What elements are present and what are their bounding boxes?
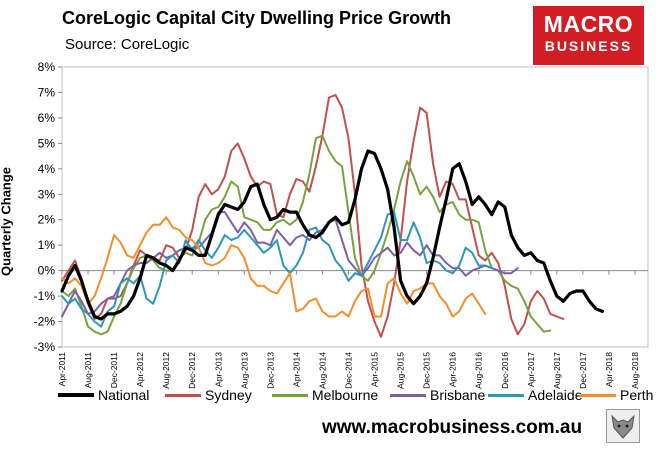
chart-subtitle: Source: CoreLogic [65, 36, 190, 53]
legend-item-sydney: Sydney [165, 387, 252, 403]
series-line-brisbane [61, 211, 519, 318]
legend-swatch-sydney [165, 393, 201, 397]
x-tick-label: Dec-2015 [422, 352, 432, 389]
x-tick-label: Apr-2012 [135, 352, 145, 387]
legend-label-national: National [98, 387, 150, 403]
series-line-adelaide [61, 211, 493, 328]
y-tick-label: 6% [38, 111, 56, 125]
series-line-national [60, 149, 604, 321]
x-tick-label: Dec-2014 [343, 352, 353, 389]
y-tick-label: -2% [34, 315, 56, 329]
x-tick-label: Dec-2012 [187, 352, 197, 389]
y-tick-label: -1% [34, 289, 56, 303]
x-tick-label: Dec-2017 [578, 352, 588, 389]
legend-swatch-perth [580, 393, 616, 397]
y-tick-label: 3% [38, 187, 56, 201]
y-tick-label: 4% [38, 162, 56, 176]
x-tick-label: Aug-2013 [239, 352, 249, 389]
legend-item-brisbane: Brisbane [390, 387, 485, 403]
legend-item-adelaide: Adelaide [488, 387, 583, 403]
series-line-melbourne [61, 134, 552, 336]
y-tick-label: 1% [38, 238, 56, 252]
legend-label-melbourne: Melbourne [312, 387, 379, 403]
legend-item-national: National [58, 387, 149, 403]
x-tick-label: Apr-2013 [213, 352, 223, 387]
macrobusiness-logo[interactable]: MACRO BUSINESS [533, 6, 644, 65]
y-tick-label: 2% [38, 213, 56, 227]
legend-item-melbourne: Melbourne [272, 387, 378, 403]
x-tick-label: Dec-2016 [500, 352, 510, 389]
legend-label-adelaide: Adelaide [528, 387, 583, 403]
legend-swatch-melbourne [272, 393, 308, 397]
wolf-logo-icon [606, 409, 640, 443]
legend: National Sydney Melbourne Brisbane Adela… [0, 387, 660, 409]
legend-swatch-adelaide [488, 393, 524, 397]
legend-label-sydney: Sydney [205, 387, 252, 403]
logo-line-2: BUSINESS [544, 38, 633, 54]
x-tick-label: Apr-2017 [526, 352, 536, 387]
y-tick-label: 5% [38, 136, 56, 150]
legend-swatch-national [58, 393, 94, 397]
x-tick-label: Aug-2014 [317, 352, 327, 389]
x-tick-label: Dec-2011 [109, 352, 119, 388]
plot-frame [61, 66, 649, 348]
y-tick-label: 8% [38, 60, 56, 74]
x-tick-label: Apr-2015 [370, 352, 380, 387]
y-tick-label: 7% [38, 85, 56, 99]
series-line-perth [61, 216, 487, 318]
x-tick-label: Aug-2015 [396, 352, 406, 389]
legend-swatch-brisbane [390, 393, 426, 397]
x-tick-label: Dec-2013 [265, 352, 275, 389]
logo-line-1: MACRO [543, 11, 634, 37]
chart-title: CoreLogic Capital City Dwelling Price Gr… [62, 8, 452, 28]
y-tick-label: 0% [38, 264, 56, 278]
x-tick-label: Aug-2016 [474, 352, 484, 389]
x-tick-label: Apr-2014 [291, 352, 301, 387]
x-tick-label: Aug-2018 [630, 352, 640, 389]
x-tick-label: Aug-2011 [83, 352, 93, 389]
x-tick-label: Aug-2017 [552, 352, 562, 389]
x-tick-label: Apr-2018 [604, 352, 614, 387]
legend-label-brisbane: Brisbane [430, 387, 486, 403]
website-url[interactable]: www.macrobusiness.com.au [322, 417, 583, 438]
x-tick-label: Apr-2011 [57, 352, 67, 387]
x-tick-label: Apr-2016 [448, 352, 458, 387]
y-tick-label: -3% [34, 340, 56, 354]
x-tick-label: Aug-2012 [161, 352, 171, 389]
legend-item-perth: Perth [580, 387, 653, 403]
legend-label-perth: Perth [620, 387, 654, 403]
